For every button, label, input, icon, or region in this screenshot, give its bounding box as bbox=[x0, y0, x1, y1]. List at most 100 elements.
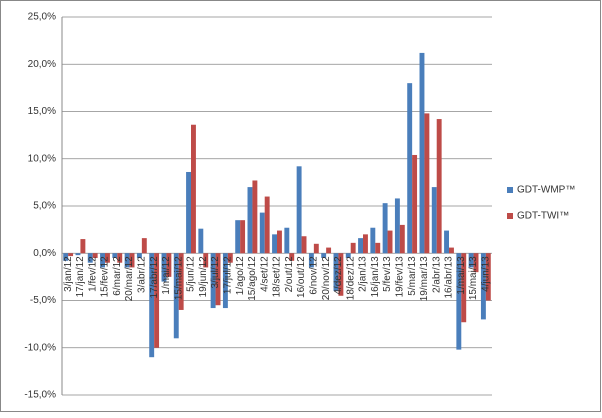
bar bbox=[173, 253, 179, 339]
bar bbox=[424, 113, 430, 254]
x-tick-label: 3/jul/12 bbox=[210, 256, 221, 289]
legend-swatch bbox=[507, 187, 513, 193]
bar bbox=[296, 166, 302, 254]
bar bbox=[191, 124, 196, 254]
x-tick-label: 4/set/12 bbox=[259, 256, 270, 292]
x-tick-label: 3/jan/12 bbox=[63, 256, 74, 292]
x-tick-label: 17/jul/12 bbox=[222, 256, 233, 294]
x-tick-label: 15/ago/12 bbox=[247, 256, 258, 301]
x-tick-label: 16/abr/13 bbox=[444, 256, 455, 299]
x-tick-label: 2/jan/13 bbox=[358, 256, 369, 292]
bar bbox=[124, 253, 130, 268]
bar bbox=[399, 224, 405, 254]
bar bbox=[480, 253, 486, 320]
bar bbox=[161, 253, 167, 282]
bar bbox=[259, 212, 265, 254]
x-tick-label: 16/jan/13 bbox=[370, 256, 381, 298]
x-tick-label: 5/fev/13 bbox=[382, 256, 393, 292]
bar bbox=[313, 243, 319, 254]
bar bbox=[166, 253, 172, 277]
bar bbox=[92, 253, 98, 258]
bar bbox=[431, 187, 437, 254]
x-tick-label: 17/jan/12 bbox=[75, 256, 86, 298]
bar bbox=[129, 253, 135, 268]
bar bbox=[387, 230, 393, 254]
x-tick-label: 4/jun/13 bbox=[480, 256, 491, 292]
y-tick-label: 0,0% bbox=[33, 248, 56, 259]
x-tick-label: 20/mar/12 bbox=[124, 256, 135, 301]
bar bbox=[284, 227, 290, 254]
bar bbox=[345, 253, 351, 258]
legend-label: GDT-WMP™ bbox=[517, 185, 575, 196]
bar bbox=[444, 230, 449, 254]
bar bbox=[141, 238, 147, 254]
x-tick-label: 1/ago/12 bbox=[235, 256, 246, 295]
bar bbox=[75, 253, 81, 256]
bar bbox=[412, 154, 418, 254]
bar bbox=[264, 196, 270, 254]
bar bbox=[117, 253, 123, 263]
legend-swatch bbox=[507, 213, 513, 219]
y-tick-label: -10,0% bbox=[24, 342, 56, 353]
bar bbox=[247, 187, 253, 254]
x-tick-label: 2/out/12 bbox=[284, 256, 295, 293]
bar bbox=[436, 119, 442, 254]
x-tick-label: 3/abr/12 bbox=[136, 256, 147, 293]
x-tick-label: 19/jun/12 bbox=[198, 256, 209, 298]
y-tick-label: 10,0% bbox=[28, 153, 56, 164]
bar bbox=[363, 234, 368, 254]
x-tick-label: 15/mai/13 bbox=[468, 256, 479, 300]
x-tick-label: 20/nov/12 bbox=[321, 256, 332, 300]
x-tick-label: 5/mar/13 bbox=[407, 256, 418, 296]
bar bbox=[136, 253, 142, 258]
y-tick-label: 20,0% bbox=[28, 59, 56, 70]
bar bbox=[338, 253, 344, 296]
x-tick-label: 18/set/12 bbox=[272, 256, 283, 298]
bar bbox=[468, 253, 474, 268]
bar bbox=[301, 236, 307, 254]
bar bbox=[198, 228, 204, 254]
bar bbox=[227, 253, 233, 263]
bar bbox=[277, 230, 282, 254]
bar bbox=[80, 239, 86, 254]
bar bbox=[112, 253, 118, 258]
bar bbox=[485, 253, 491, 301]
x-tick-label: 15/fev/12 bbox=[100, 256, 111, 298]
legend-label: GDT-TWI™ bbox=[517, 211, 569, 222]
bar bbox=[473, 253, 479, 273]
bar bbox=[326, 247, 332, 254]
bar bbox=[178, 253, 184, 310]
bar bbox=[370, 227, 376, 254]
y-tick-label: 5,0% bbox=[33, 201, 56, 212]
bar bbox=[210, 253, 216, 309]
x-tick-label: 19/mar/13 bbox=[419, 256, 430, 301]
x-tick-label: 4/dez/12 bbox=[333, 256, 344, 295]
bar bbox=[68, 253, 74, 257]
x-tick-label: 17/abr/12 bbox=[149, 256, 160, 299]
x-tick-label: 1/mai/12 bbox=[161, 256, 172, 295]
bar bbox=[222, 253, 228, 309]
x-tick-label: 1/fev/12 bbox=[87, 256, 98, 292]
x-tick-label: 19/fev/13 bbox=[394, 256, 405, 298]
bar bbox=[154, 253, 160, 348]
bar bbox=[358, 238, 363, 254]
bar bbox=[461, 253, 467, 323]
x-tick-label: 1/mai/13 bbox=[456, 256, 467, 295]
bar bbox=[289, 253, 295, 261]
x-tick-label: 6/nov/12 bbox=[308, 256, 319, 295]
bar bbox=[350, 242, 356, 254]
bar bbox=[456, 253, 462, 350]
bar bbox=[105, 253, 110, 263]
y-tick-label: 15,0% bbox=[28, 106, 56, 117]
bar bbox=[240, 220, 246, 254]
bar bbox=[272, 234, 277, 254]
bar bbox=[252, 180, 258, 254]
x-tick-label: 15/mai/12 bbox=[173, 256, 184, 300]
bar bbox=[215, 253, 221, 306]
bar bbox=[100, 253, 105, 268]
y-tick-label: -5,0% bbox=[30, 295, 56, 306]
x-tick-label: 18/dez/12 bbox=[345, 256, 356, 300]
x-tick-label: 16/out/12 bbox=[296, 256, 307, 298]
bar bbox=[394, 198, 400, 254]
